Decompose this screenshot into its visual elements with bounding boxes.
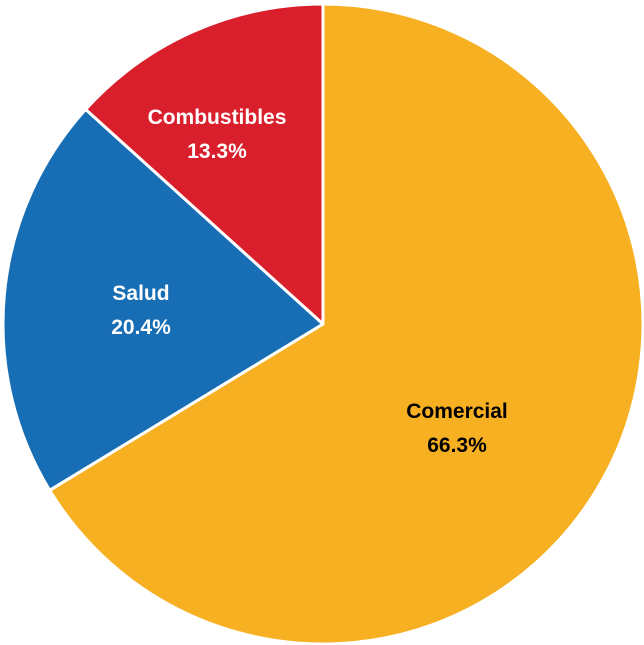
slice-label-salud: Salud	[112, 282, 169, 305]
slice-label-combustibles: Combustibles	[148, 106, 287, 129]
pie-slice-salud	[1, 107, 325, 492]
slice-value-salud: 20.4%	[111, 316, 171, 339]
pie-slice-combustibles	[84, 2, 325, 326]
slice-value-comercial: 66.3%	[427, 434, 487, 457]
pie-slice-comercial	[48, 2, 644, 645]
slice-value-combustibles: 13.3%	[187, 140, 247, 163]
slice-label-comercial: Comercial	[406, 400, 508, 423]
